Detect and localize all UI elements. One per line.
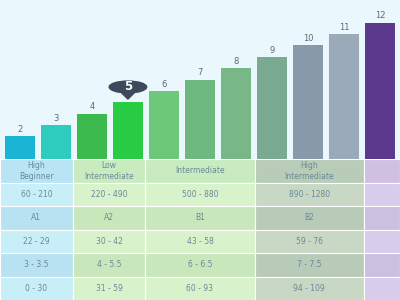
Text: A2: A2 [104,213,114,222]
FancyBboxPatch shape [146,182,254,206]
Text: A1: A1 [31,213,41,222]
FancyBboxPatch shape [146,277,254,300]
Bar [5,136,34,159]
Text: 2: 2 [17,125,22,134]
Text: 43 - 58: 43 - 58 [186,237,214,246]
FancyBboxPatch shape [73,182,146,206]
FancyBboxPatch shape [73,253,146,277]
FancyBboxPatch shape [146,230,254,253]
Text: 5: 5 [124,80,132,93]
Text: 31 - 59: 31 - 59 [96,284,122,293]
FancyBboxPatch shape [254,159,364,182]
Bar [329,34,359,159]
Text: High
Beginner: High Beginner [19,161,54,181]
Text: 94 - 109: 94 - 109 [293,284,325,293]
Bar [149,91,179,159]
Text: 6: 6 [161,80,167,88]
FancyBboxPatch shape [0,277,73,300]
FancyBboxPatch shape [254,277,364,300]
Text: 890 - 1280: 890 - 1280 [288,190,330,199]
Text: 60 - 210: 60 - 210 [20,190,52,199]
Text: 3: 3 [53,114,58,123]
Bar [41,125,71,159]
Text: 11: 11 [339,23,349,32]
FancyBboxPatch shape [364,253,400,277]
Bar [113,102,143,159]
FancyBboxPatch shape [0,159,73,182]
FancyBboxPatch shape [73,206,146,230]
FancyBboxPatch shape [146,206,254,230]
Bar [77,114,107,159]
Bar [221,68,251,159]
FancyBboxPatch shape [364,230,400,253]
Text: 7: 7 [197,68,203,77]
FancyBboxPatch shape [146,159,254,182]
Text: High
Intermediate: High Intermediate [284,161,334,181]
Text: 9: 9 [270,46,275,55]
FancyBboxPatch shape [254,253,364,277]
Bar [257,57,287,159]
Text: 59 - 76: 59 - 76 [296,237,322,246]
Text: 0 - 30: 0 - 30 [25,284,48,293]
Text: 4 - 5.5: 4 - 5.5 [97,260,121,269]
Text: Intermediate: Intermediate [175,166,225,175]
FancyBboxPatch shape [146,253,254,277]
FancyBboxPatch shape [0,230,73,253]
Circle shape [109,81,147,93]
FancyBboxPatch shape [0,253,73,277]
FancyBboxPatch shape [254,230,364,253]
Text: B1: B1 [195,213,205,222]
Text: 10: 10 [303,34,313,43]
FancyBboxPatch shape [73,159,146,182]
Text: 4: 4 [89,102,94,111]
Text: 12: 12 [375,11,386,20]
Bar [366,23,395,159]
Text: 60 - 93: 60 - 93 [186,284,214,293]
FancyBboxPatch shape [73,230,146,253]
FancyBboxPatch shape [364,206,400,230]
FancyBboxPatch shape [73,277,146,300]
Text: 7 - 7.5: 7 - 7.5 [297,260,321,269]
Text: 3 - 3.5: 3 - 3.5 [24,260,49,269]
FancyBboxPatch shape [364,277,400,300]
FancyBboxPatch shape [364,159,400,182]
FancyBboxPatch shape [0,182,73,206]
Text: B2: B2 [304,213,314,222]
FancyBboxPatch shape [364,182,400,206]
Text: 8: 8 [233,57,239,66]
Bar [293,45,323,159]
FancyBboxPatch shape [254,206,364,230]
Bar [185,80,215,159]
FancyBboxPatch shape [254,182,364,206]
Polygon shape [121,92,135,99]
Text: 6 - 6.5: 6 - 6.5 [188,260,212,269]
Text: 220 - 490: 220 - 490 [91,190,127,199]
Text: 30 - 42: 30 - 42 [96,237,122,246]
FancyBboxPatch shape [0,206,73,230]
Text: 22 - 29: 22 - 29 [23,237,50,246]
Text: 500 - 880: 500 - 880 [182,190,218,199]
Text: Low
Intermediate: Low Intermediate [84,161,134,181]
